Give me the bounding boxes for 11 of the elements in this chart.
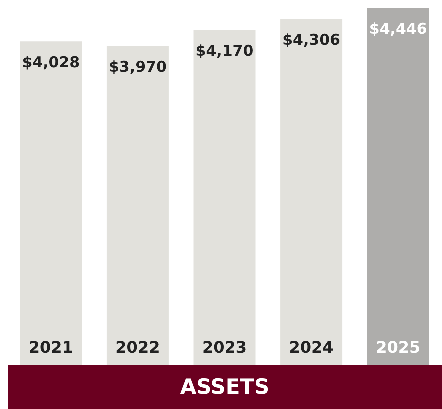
x-tick-label: 2023 [202, 338, 248, 357]
text: ASSETS [8, 365, 442, 409]
data-label: $3,970 [109, 58, 167, 76]
data-label: $4,306 [282, 31, 340, 50]
x-tick-label: 2022 [116, 338, 160, 357]
x-tick-label: 2024 [289, 338, 334, 357]
data-label: $4,446 [369, 20, 428, 38]
data-label: $4,170 [196, 42, 254, 60]
x-tick-label: 2025 [376, 338, 421, 357]
data-label: $4,028 [22, 54, 80, 72]
x-tick-label: 2021 [28, 338, 74, 357]
